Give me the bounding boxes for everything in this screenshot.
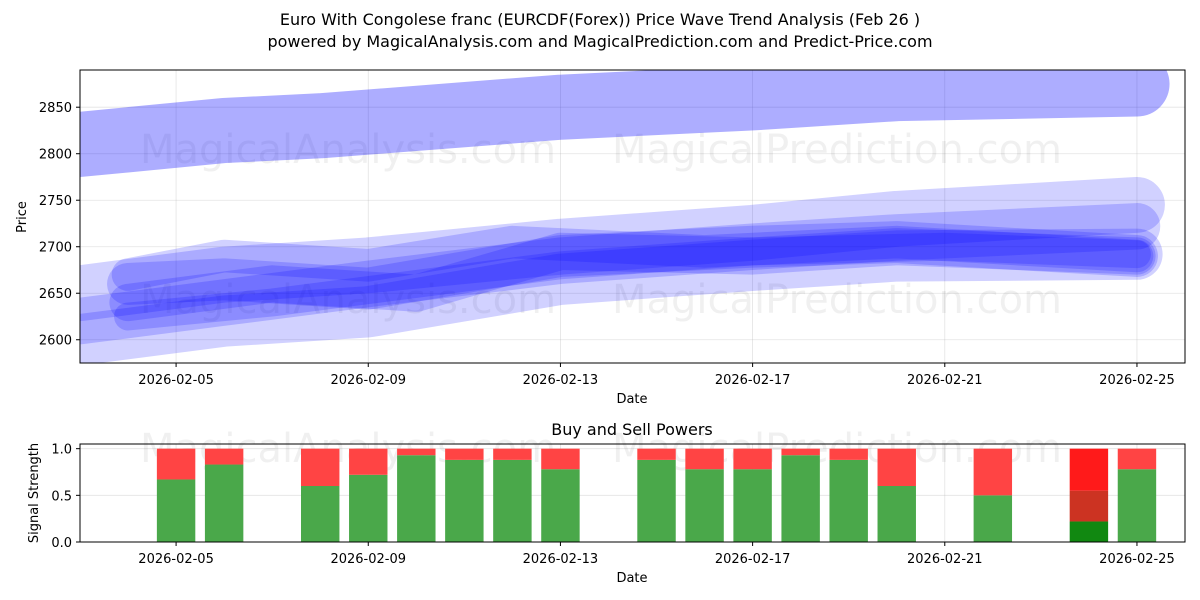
buy-bar bbox=[1117, 469, 1157, 542]
wave-band-wave-7 bbox=[111, 225, 1154, 291]
signal-y-ticks: 0.0 0.5 1.0 bbox=[51, 443, 80, 551]
signal-x-tick-label: 2026-02-05 bbox=[138, 552, 214, 567]
buy-bar bbox=[156, 479, 196, 542]
signal-x-tick-label: 2026-02-17 bbox=[715, 552, 791, 567]
buy-bar bbox=[541, 469, 580, 542]
wave-band-wave-8 bbox=[114, 232, 1151, 331]
buy-bar bbox=[204, 464, 244, 542]
signal-x-tick-label: 2026-02-13 bbox=[523, 552, 599, 567]
price-waves bbox=[80, 70, 1170, 363]
sell-bar bbox=[204, 448, 244, 465]
price-y-tick-label: 2750 bbox=[39, 194, 72, 209]
sell-bar bbox=[877, 448, 916, 486]
signal-x-ticks: 2026-02-05 2026-02-09 2026-02-13 2026-02-17… bbox=[138, 542, 1175, 567]
buy-bar bbox=[829, 459, 868, 542]
buy-bar bbox=[973, 495, 1013, 542]
wave-band-wave-3 bbox=[80, 203, 1161, 345]
sell-bar bbox=[733, 448, 772, 470]
buy-bar bbox=[733, 469, 772, 542]
buy-bar bbox=[493, 459, 532, 542]
buy-bar bbox=[877, 486, 916, 542]
price-y-tick-label: 2800 bbox=[39, 148, 72, 163]
sell-bar bbox=[301, 448, 340, 486]
wave-band-upper-wave bbox=[80, 70, 1170, 177]
signal-x-tick-label: 2026-02-21 bbox=[907, 552, 983, 567]
wave-band-wave-6 bbox=[109, 228, 1156, 322]
strong-buy-bar bbox=[1069, 521, 1109, 542]
signal-x-tick-label: 2026-02-09 bbox=[330, 552, 406, 567]
signal-bars bbox=[156, 448, 1157, 542]
sell-bar bbox=[493, 448, 532, 460]
price-chart-watermarks: MagicalAnalysis.com MagicalPrediction.co… bbox=[140, 127, 1062, 323]
sell-bar bbox=[781, 448, 820, 456]
signal-x-label: Date bbox=[616, 571, 647, 586]
price-x-tick-label: 2026-02-21 bbox=[907, 373, 983, 388]
sell-bar bbox=[973, 448, 1013, 496]
price-chart-grid bbox=[80, 70, 1185, 363]
price-y-tick-label: 2650 bbox=[39, 287, 72, 302]
watermark-analysis-top: MagicalAnalysis.com bbox=[140, 127, 556, 173]
signal-x-tick-label: 2026-02-25 bbox=[1099, 552, 1175, 567]
sell-bar bbox=[541, 448, 580, 470]
price-y-label: Price bbox=[15, 201, 30, 233]
sell-bar bbox=[156, 448, 196, 480]
watermark-prediction-mid: MagicalPrediction.com bbox=[612, 277, 1062, 323]
buy-bar bbox=[445, 459, 484, 542]
sell-bar bbox=[397, 448, 436, 456]
signal-y-label: Signal Strength bbox=[27, 443, 42, 543]
price-x-tick-label: 2026-02-13 bbox=[523, 373, 599, 388]
price-x-ticks: 2026-02-05 2026-02-09 2026-02-13 2026-02-17… bbox=[138, 363, 1175, 388]
price-y-ticks: 2600 2650 2700 2750 2800 2850 bbox=[39, 101, 80, 349]
watermark-analysis-mid: MagicalAnalysis.com bbox=[140, 277, 556, 323]
wave-band-wave-4 bbox=[80, 228, 1163, 363]
buy-bar bbox=[349, 474, 388, 542]
price-x-tick-label: 2026-02-25 bbox=[1099, 373, 1175, 388]
price-chart-frame bbox=[79, 69, 1186, 364]
price-y-tick-label: 2600 bbox=[39, 334, 72, 349]
price-x-tick-label: 2026-02-09 bbox=[330, 373, 406, 388]
sell-bar bbox=[349, 448, 388, 475]
signal-y-tick-label: 0.5 bbox=[51, 489, 72, 504]
price-x-label: Date bbox=[616, 392, 647, 407]
signal-chart-title: Buy and Sell Powers bbox=[551, 420, 713, 439]
chart-title-line-2: powered by MagicalAnalysis.com and Magic… bbox=[267, 32, 933, 51]
sell-bar bbox=[1117, 448, 1157, 470]
chart-title-line-1: Euro With Congolese franc (EURCDF(Forex)… bbox=[279, 10, 921, 29]
sell-bar bbox=[685, 448, 724, 470]
sell-bar bbox=[637, 448, 676, 460]
signal-y-tick-label: 0.0 bbox=[51, 536, 72, 551]
wave-band-wave-5 bbox=[107, 221, 1158, 310]
buy-bar bbox=[685, 469, 724, 542]
price-x-tick-label: 2026-02-17 bbox=[715, 373, 791, 388]
sell-bar bbox=[829, 448, 868, 460]
price-y-tick-label: 2700 bbox=[39, 241, 72, 256]
buy-bar bbox=[637, 459, 676, 542]
sell-bar bbox=[445, 448, 484, 460]
strong-sell-bar bbox=[1069, 448, 1109, 491]
buy-bar bbox=[781, 455, 820, 542]
buy-bar bbox=[301, 486, 340, 542]
wave-band-wave-2 bbox=[80, 177, 1165, 322]
buy-bar bbox=[397, 455, 436, 542]
signal-chart-frame bbox=[79, 443, 1186, 543]
price-y-tick-label: 2850 bbox=[39, 101, 72, 116]
watermark-prediction-top: MagicalPrediction.com bbox=[612, 127, 1062, 173]
signal-y-tick-label: 1.0 bbox=[51, 443, 72, 458]
price-x-tick-label: 2026-02-05 bbox=[138, 373, 214, 388]
mid-sell-bar bbox=[1069, 490, 1109, 522]
